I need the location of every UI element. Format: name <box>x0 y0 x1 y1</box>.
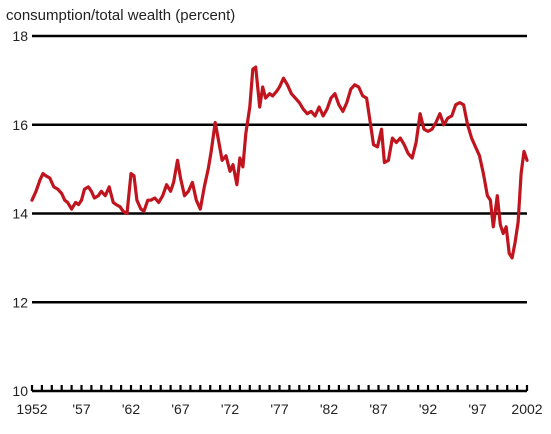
y-tick-label: 16 <box>12 117 28 133</box>
y-tick-label: 12 <box>12 294 28 310</box>
y-tick-label: 18 <box>12 28 28 44</box>
x-tick-label: '97 <box>468 401 486 417</box>
x-tick-label: '87 <box>369 401 387 417</box>
y-tick-label: 10 <box>12 383 28 399</box>
x-tick-label: 1952 <box>16 401 47 417</box>
x-axis: 1952 '57 '62 '67 '72 '77 '82 '87 '92 '97 2002 <box>16 385 543 417</box>
x-tick-label: '57 <box>72 401 90 417</box>
x-tick-label: '82 <box>320 401 338 417</box>
series-line <box>30 65 529 260</box>
y-tick-label: 14 <box>12 206 28 222</box>
x-tick-label: '77 <box>270 401 288 417</box>
x-tick-label: '92 <box>419 401 437 417</box>
x-tick-label: '62 <box>122 401 140 417</box>
y-axis: 10 12 14 16 18 <box>12 28 28 399</box>
x-tick-label: '72 <box>221 401 239 417</box>
x-tick-label: '67 <box>171 401 189 417</box>
x-tick-label: 2002 <box>511 401 542 417</box>
chart-title: consumption/total wealth (percent) <box>6 7 235 24</box>
